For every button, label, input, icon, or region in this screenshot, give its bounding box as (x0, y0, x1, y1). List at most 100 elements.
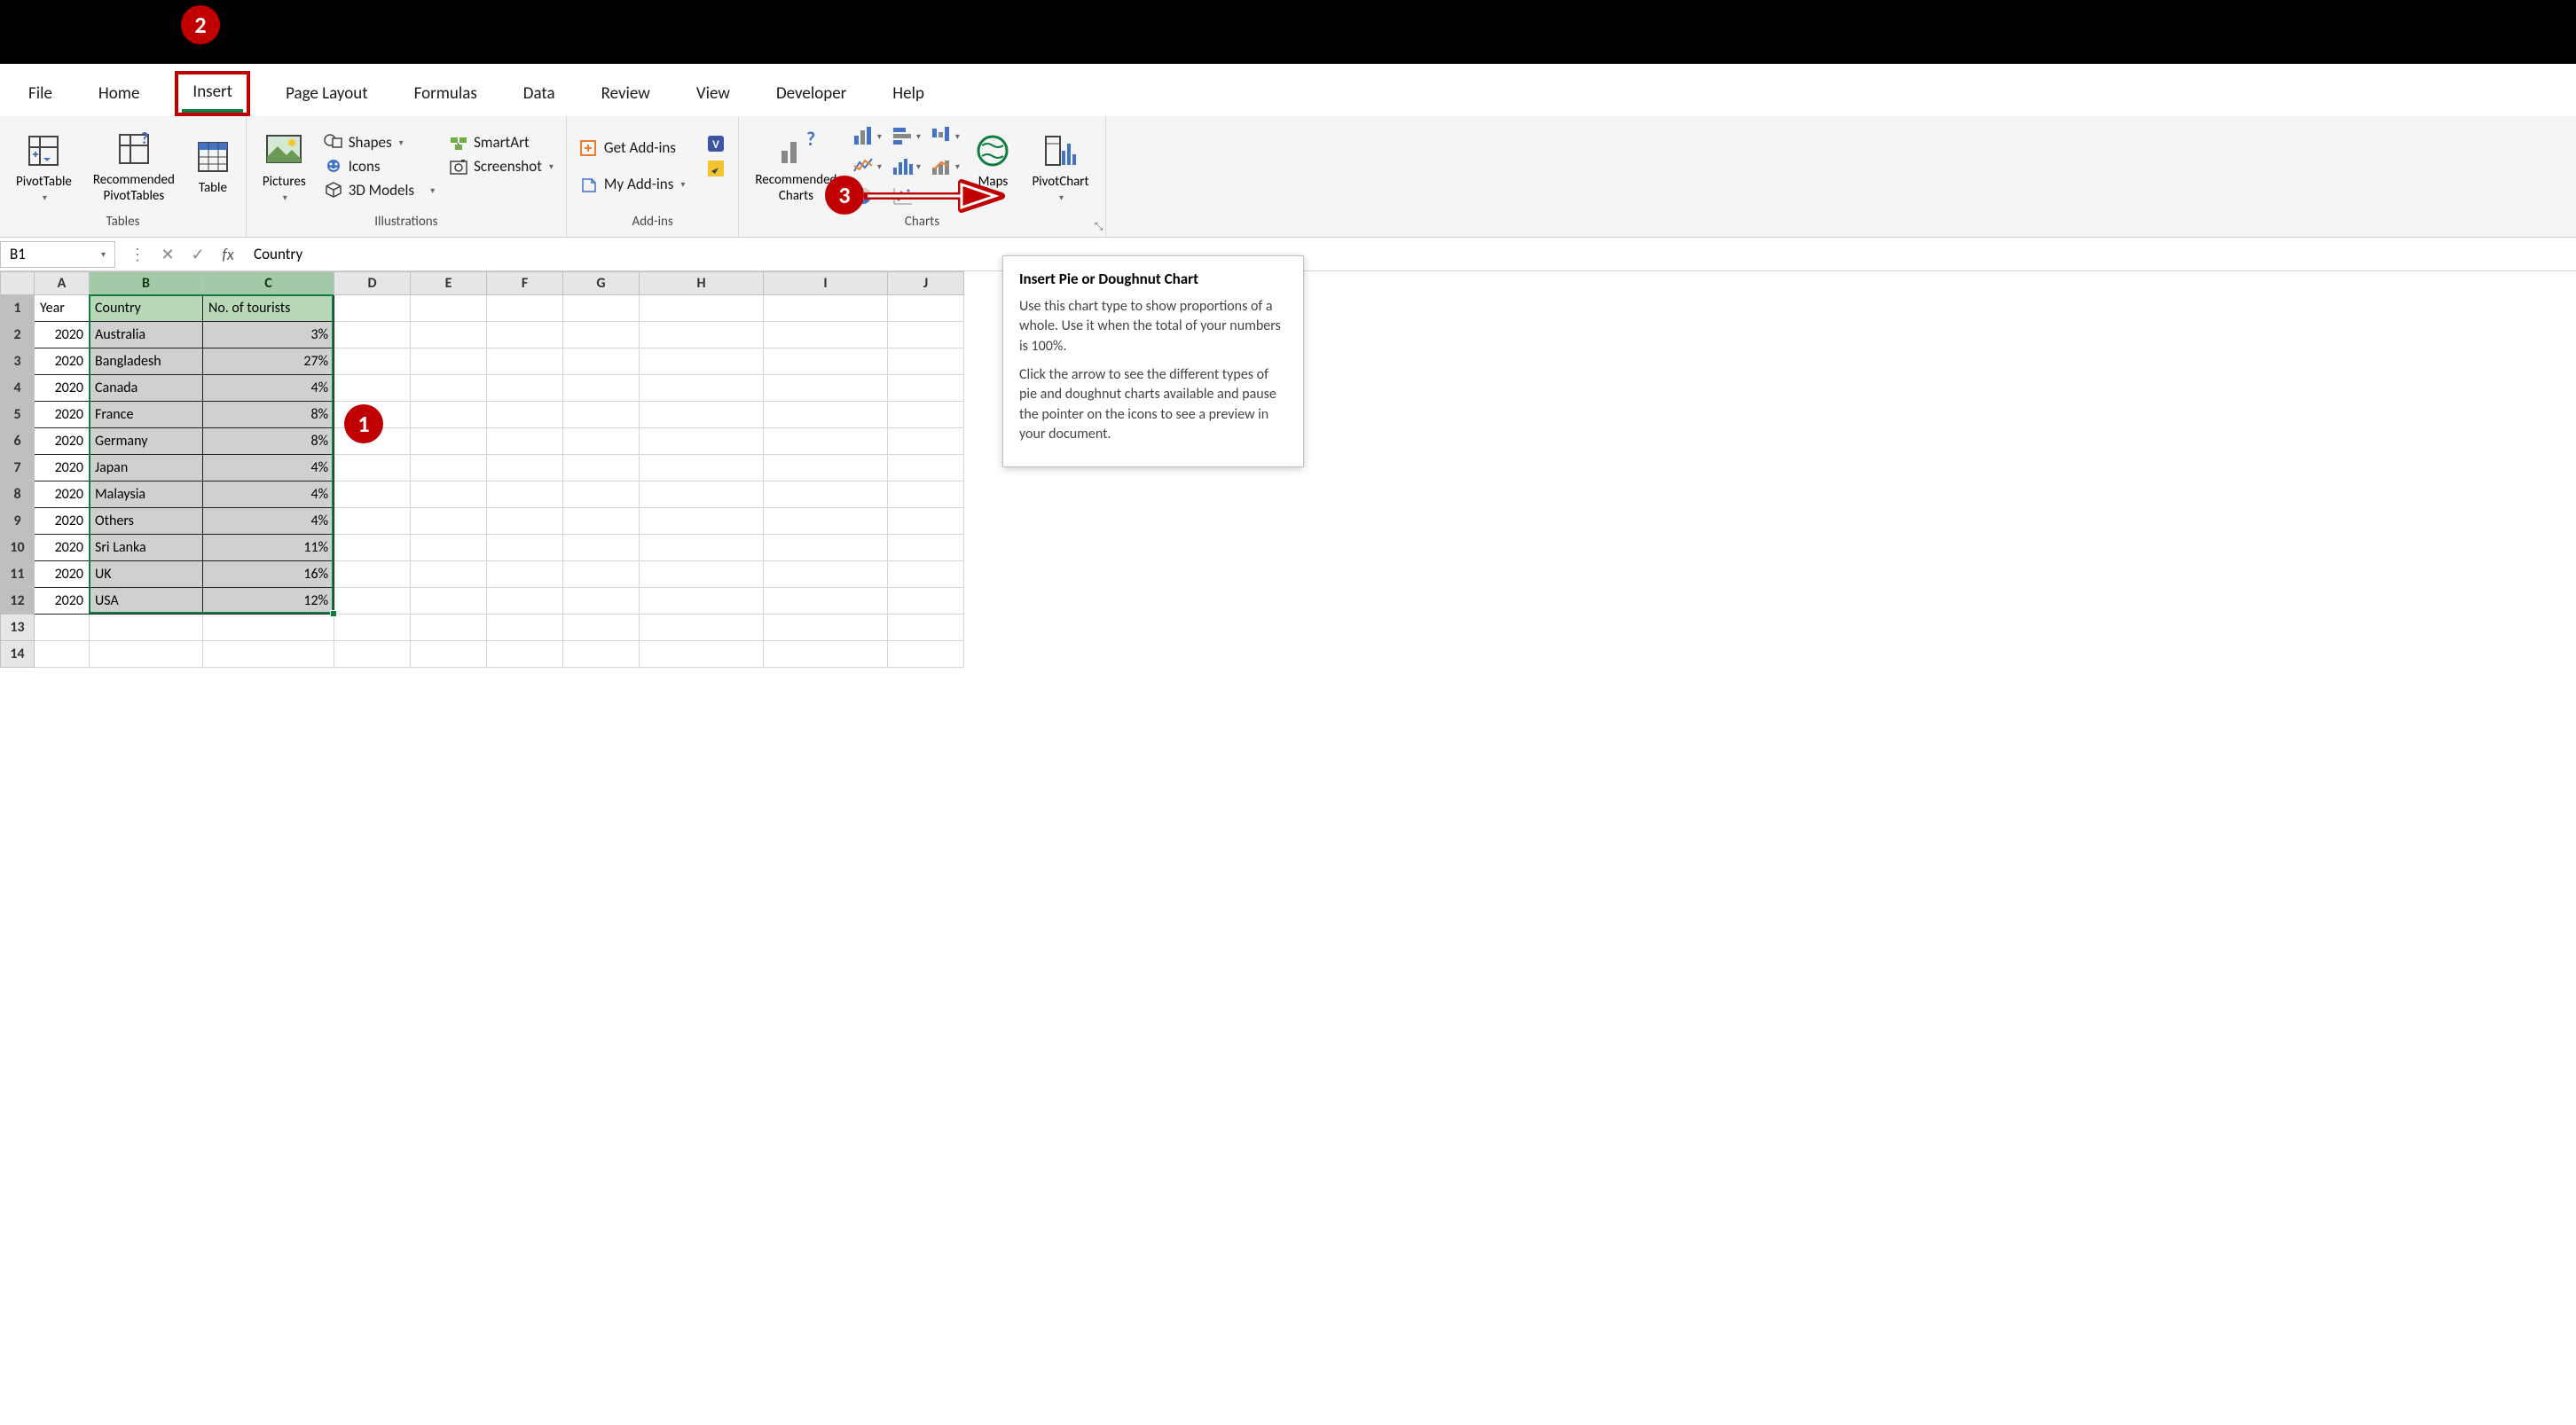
cell-J14[interactable] (888, 641, 964, 668)
cell-I14[interactable] (764, 641, 888, 668)
cell-C4[interactable]: 4% (203, 375, 334, 402)
row-header-2[interactable]: 2 (1, 322, 35, 348)
cell-J3[interactable] (888, 348, 964, 375)
row-header-10[interactable]: 10 (1, 535, 35, 561)
cell-B2[interactable]: Australia (90, 322, 203, 348)
cell-D3[interactable] (334, 348, 411, 375)
enter-icon[interactable]: ✓ (183, 245, 213, 264)
cell-D1[interactable] (334, 295, 411, 322)
cell-B13[interactable] (90, 615, 203, 641)
cell-B6[interactable]: Germany (90, 428, 203, 455)
waterfall-chart-button[interactable]: ▾ (929, 121, 961, 150)
cell-B8[interactable]: Malaysia (90, 482, 203, 508)
get-addins-button[interactable]: Get Add-ins (576, 137, 689, 159)
recommended-pivot-button[interactable]: ? Recommended PivotTables (86, 124, 182, 207)
cell-F3[interactable] (487, 348, 563, 375)
row-header-4[interactable]: 4 (1, 375, 35, 402)
cell-H12[interactable] (640, 588, 764, 615)
cell-J4[interactable] (888, 375, 964, 402)
cell-J7[interactable] (888, 455, 964, 482)
cell-C9[interactable]: 4% (203, 508, 334, 535)
cell-B11[interactable]: UK (90, 561, 203, 588)
cell-B14[interactable] (90, 641, 203, 668)
cell-I1[interactable] (764, 295, 888, 322)
cell-F9[interactable] (487, 508, 563, 535)
cell-J6[interactable] (888, 428, 964, 455)
column-header-G[interactable]: G (563, 272, 640, 295)
table-button[interactable]: Table (189, 132, 237, 200)
cell-D10[interactable] (334, 535, 411, 561)
cell-C6[interactable]: 8% (203, 428, 334, 455)
tab-formulas[interactable]: Formulas (404, 76, 488, 111)
cell-H4[interactable] (640, 375, 764, 402)
tab-insert[interactable]: Insert (182, 74, 243, 113)
cell-C8[interactable]: 4% (203, 482, 334, 508)
cell-J2[interactable] (888, 322, 964, 348)
cell-H11[interactable] (640, 561, 764, 588)
cell-G1[interactable] (563, 295, 640, 322)
cell-I8[interactable] (764, 482, 888, 508)
tab-page-layout[interactable]: Page Layout (275, 76, 379, 111)
cell-A2[interactable]: 2020 (35, 322, 90, 348)
column-header-B[interactable]: B (90, 272, 203, 295)
cell-I9[interactable] (764, 508, 888, 535)
cell-A9[interactable]: 2020 (35, 508, 90, 535)
cell-D4[interactable] (334, 375, 411, 402)
cell-H7[interactable] (640, 455, 764, 482)
cell-H14[interactable] (640, 641, 764, 668)
cell-A8[interactable]: 2020 (35, 482, 90, 508)
cell-E6[interactable] (411, 428, 487, 455)
cell-C7[interactable]: 4% (203, 455, 334, 482)
tab-home[interactable]: Home (88, 76, 151, 111)
cell-I4[interactable] (764, 375, 888, 402)
cell-C1[interactable]: No. of tourists (203, 295, 334, 322)
cell-H8[interactable] (640, 482, 764, 508)
cancel-icon[interactable]: ✕ (153, 245, 183, 264)
cell-E14[interactable] (411, 641, 487, 668)
cell-B1[interactable]: Country (90, 295, 203, 322)
smartart-button[interactable]: SmartArt (445, 131, 557, 153)
cell-E12[interactable] (411, 588, 487, 615)
cell-D14[interactable] (334, 641, 411, 668)
cell-F1[interactable] (487, 295, 563, 322)
cell-A11[interactable]: 2020 (35, 561, 90, 588)
cell-H13[interactable] (640, 615, 764, 641)
cell-J13[interactable] (888, 615, 964, 641)
column-header-J[interactable]: J (888, 272, 964, 295)
cell-C2[interactable]: 3% (203, 322, 334, 348)
row-header-8[interactable]: 8 (1, 482, 35, 508)
cell-E9[interactable] (411, 508, 487, 535)
cell-G6[interactable] (563, 428, 640, 455)
column-header-F[interactable]: F (487, 272, 563, 295)
cell-B10[interactable]: Sri Lanka (90, 535, 203, 561)
worksheet-grid[interactable]: ABCDEFGHIJ1YearCountryNo. of tourists220… (0, 271, 964, 668)
tab-review[interactable]: Review (591, 76, 661, 111)
row-header-3[interactable]: 3 (1, 348, 35, 375)
cell-B7[interactable]: Japan (90, 455, 203, 482)
cell-J10[interactable] (888, 535, 964, 561)
cell-A14[interactable] (35, 641, 90, 668)
cell-I2[interactable] (764, 322, 888, 348)
cell-F14[interactable] (487, 641, 563, 668)
cell-F10[interactable] (487, 535, 563, 561)
visio-addin-button[interactable]: V (703, 132, 729, 155)
row-header-5[interactable]: 5 (1, 402, 35, 428)
column-header-E[interactable]: E (411, 272, 487, 295)
cell-F13[interactable] (487, 615, 563, 641)
cell-E5[interactable] (411, 402, 487, 428)
cell-G9[interactable] (563, 508, 640, 535)
cell-C12[interactable]: 12% (203, 588, 334, 615)
pivot-table-button[interactable]: PivotTable ▾ (9, 126, 79, 207)
cell-D12[interactable] (334, 588, 411, 615)
column-header-C[interactable]: C (203, 272, 334, 295)
cell-F8[interactable] (487, 482, 563, 508)
cell-G10[interactable] (563, 535, 640, 561)
cell-G8[interactable] (563, 482, 640, 508)
column-header-A[interactable]: A (35, 272, 90, 295)
cell-A13[interactable] (35, 615, 90, 641)
pivot-chart-button[interactable]: PivotChart ▾ (1025, 126, 1096, 207)
charts-launcher-icon[interactable]: ⤡ (1095, 221, 1103, 233)
tab-file[interactable]: File (18, 76, 63, 111)
formula-bar-options[interactable]: ⋮ (122, 245, 153, 264)
cell-E3[interactable] (411, 348, 487, 375)
